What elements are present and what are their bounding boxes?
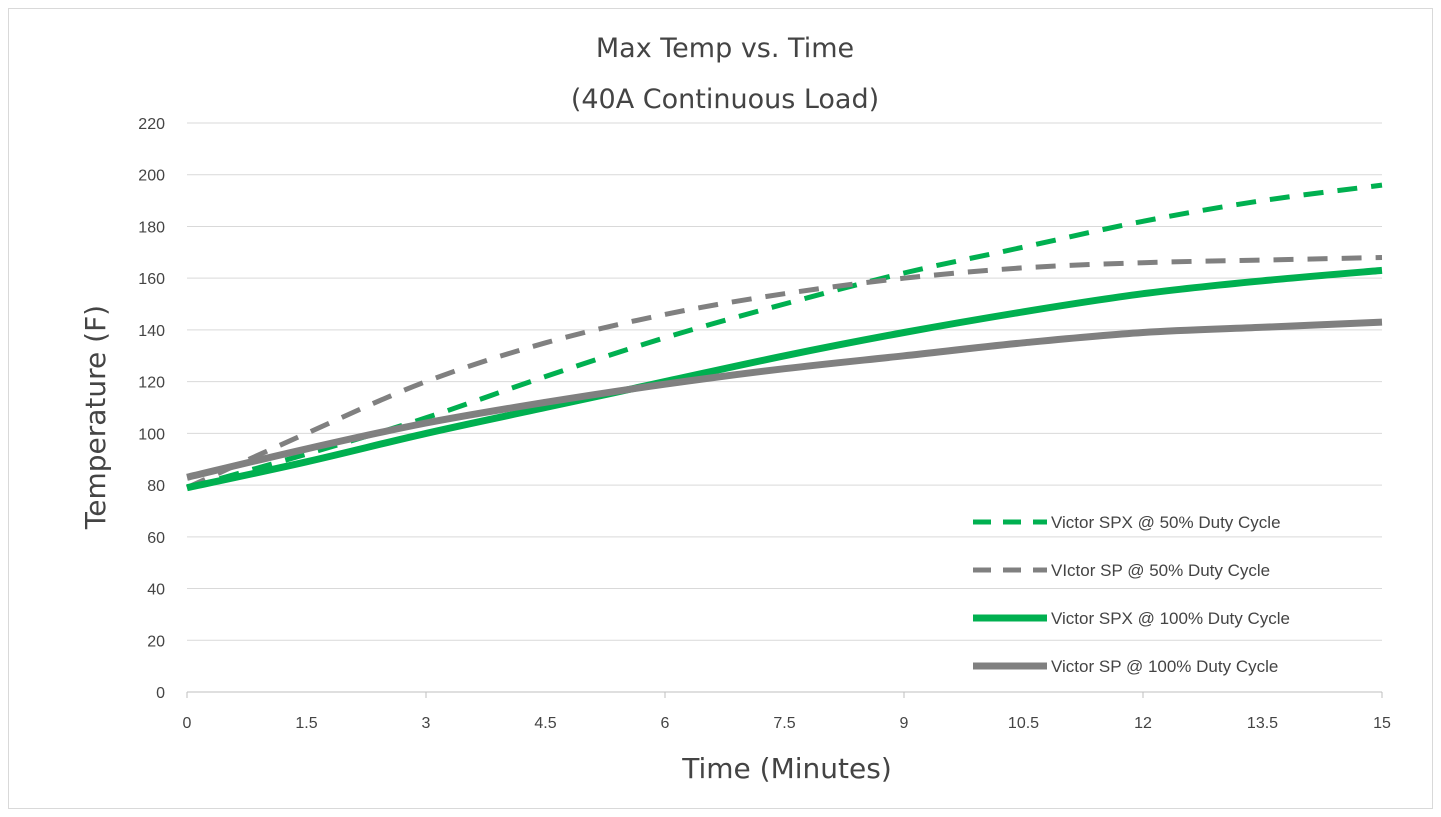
x-axis-ticks: 0 1.5 3 4.5 6 7.5 9 10.5 12 13.5 15 bbox=[183, 715, 1391, 732]
y-tick-label-120: 120 bbox=[138, 375, 165, 392]
x-tick-label-3: 4.5 bbox=[534, 715, 556, 732]
y-tick-label-40: 40 bbox=[147, 582, 165, 599]
chart-frame bbox=[8, 8, 1433, 809]
y-tick-label-160: 160 bbox=[138, 271, 165, 288]
x-tick-label-4: 6 bbox=[661, 715, 670, 732]
series-line-2 bbox=[186, 266, 1383, 492]
x-axis bbox=[186, 691, 1383, 698]
x-tick-label-1: 1.5 bbox=[295, 715, 317, 732]
series-line-1 bbox=[185, 255, 1383, 490]
legend-label-2: Victor SPX @ 100% Duty Cycle bbox=[1051, 609, 1290, 628]
legend-label-3: Victor SP @ 100% Duty Cycle bbox=[1051, 657, 1278, 676]
y-tick-label-60: 60 bbox=[147, 530, 165, 547]
x-axis-title: Time (Minutes) bbox=[681, 752, 892, 785]
y-tick-label-200: 200 bbox=[138, 168, 165, 185]
legend-label-1: VIctor SP @ 50% Duty Cycle bbox=[1051, 561, 1270, 580]
gridlines bbox=[187, 122, 1382, 641]
y-tick-label-140: 140 bbox=[138, 323, 165, 340]
x-tick-label-7: 10.5 bbox=[1008, 715, 1039, 732]
y-tick-label-20: 20 bbox=[147, 633, 165, 650]
x-tick-label-8: 12 bbox=[1134, 715, 1152, 732]
y-tick-label-180: 180 bbox=[138, 219, 165, 236]
y-tick-label-0: 0 bbox=[156, 685, 165, 702]
series-line-3 bbox=[186, 318, 1383, 481]
x-tick-label-0: 0 bbox=[183, 715, 192, 732]
y-tick-label-220: 220 bbox=[138, 116, 165, 133]
y-tick-label-80: 80 bbox=[147, 478, 165, 495]
y-axis-title: Temperature (F) bbox=[79, 305, 112, 530]
x-tick-label-2: 3 bbox=[422, 715, 431, 732]
x-tick-label-9: 13.5 bbox=[1247, 715, 1278, 732]
series-lines bbox=[185, 182, 1383, 492]
chart-subtitle: (40A Continuous Load) bbox=[571, 84, 879, 115]
legend-label-0: Victor SPX @ 50% Duty Cycle bbox=[1051, 513, 1281, 532]
y-tick-label-100: 100 bbox=[138, 426, 165, 443]
x-tick-label-10: 15 bbox=[1373, 715, 1391, 732]
x-tick-label-6: 9 bbox=[900, 715, 909, 732]
chart-title: Max Temp vs. Time bbox=[596, 33, 854, 64]
legend: Victor SPX @ 50% Duty Cycle VIctor SP @ 5… bbox=[973, 513, 1290, 676]
y-axis-ticks: 0 20 40 60 80 100 120 140 160 180 200 220 bbox=[138, 116, 165, 702]
x-tick-label-5: 7.5 bbox=[773, 715, 795, 732]
